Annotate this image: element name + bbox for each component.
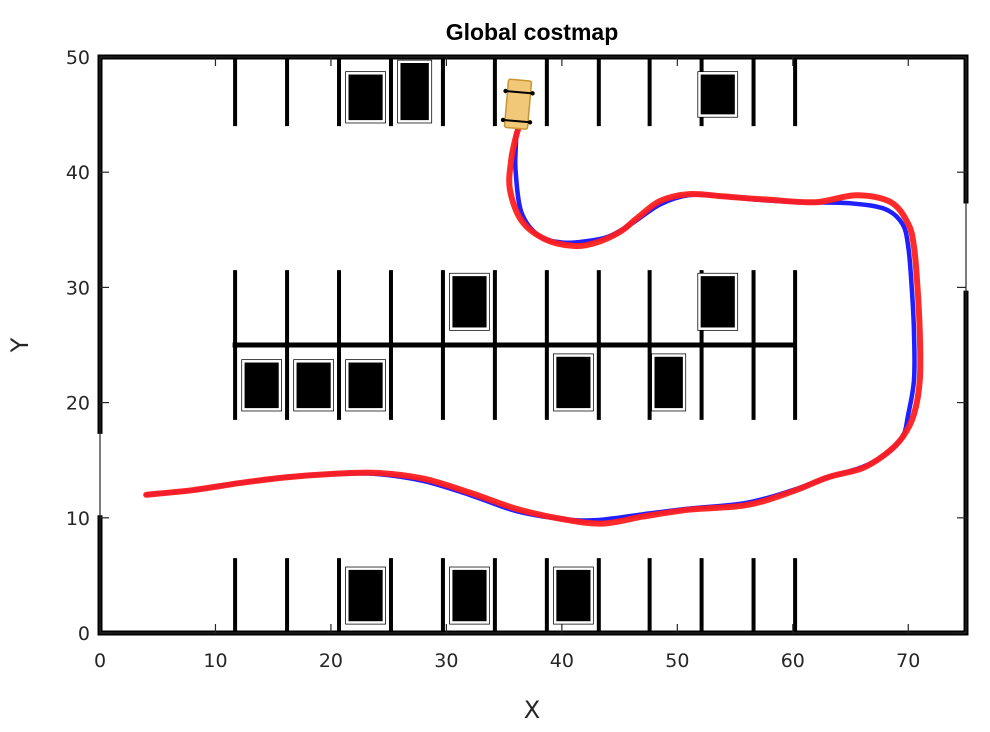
ego-vehicle-axle-1 xyxy=(502,118,531,124)
y-tick-label-50: 50 xyxy=(66,47,90,69)
parked-car-border-2 xyxy=(698,72,738,117)
map-layer xyxy=(97,54,969,636)
parked-car-7 xyxy=(349,363,382,408)
parked-car-9 xyxy=(655,357,683,408)
ego-vehicle-wheel-left-1 xyxy=(500,117,506,123)
x-tick-label-60: 60 xyxy=(781,650,805,672)
x-tick-label-40: 40 xyxy=(550,650,574,672)
parked-car-border-8 xyxy=(553,354,593,411)
ego-vehicle-wheel-right-0 xyxy=(530,91,535,96)
y-tick-label-10: 10 xyxy=(66,508,90,530)
parked-car-border-5 xyxy=(242,360,282,411)
ego-vehicle-wheel-left-0 xyxy=(503,88,508,94)
parked-car-border-9 xyxy=(651,354,686,411)
y-axis-label: Y xyxy=(6,337,34,353)
x-tick-label-50: 50 xyxy=(665,650,689,672)
x-axis-label: X xyxy=(524,696,540,724)
parked-car-0 xyxy=(349,75,382,120)
y-tick-label-0: 0 xyxy=(78,623,90,645)
ego-vehicle-axle-0 xyxy=(505,90,533,95)
x-tick-label-20: 20 xyxy=(319,650,343,672)
x-tick-label-70: 70 xyxy=(896,650,920,672)
parked-car-4 xyxy=(701,276,735,327)
parked-car-11 xyxy=(453,570,486,621)
parked-car-border-4 xyxy=(698,273,738,330)
parked-car-border-1 xyxy=(397,60,432,123)
parked-car-border-10 xyxy=(346,567,386,624)
parked-car-1 xyxy=(401,63,429,120)
planned-path-line xyxy=(143,123,917,523)
parked-car-border-3 xyxy=(449,273,490,330)
x-tick-label-30: 30 xyxy=(434,650,458,672)
executed-path-line xyxy=(143,123,924,527)
parked-car-border-7 xyxy=(346,360,386,411)
parked-car-3 xyxy=(453,276,486,327)
parked-car-8 xyxy=(557,357,590,408)
ego-vehicle xyxy=(500,78,535,130)
chart-title: Global costmap xyxy=(446,19,619,45)
y-tick-label-20: 20 xyxy=(66,393,90,415)
parked-car-6 xyxy=(297,363,330,408)
parked-car-5 xyxy=(245,363,278,408)
parked-car-border-11 xyxy=(449,567,490,624)
parked-car-border-6 xyxy=(294,360,334,411)
y-tick-label-30: 30 xyxy=(66,277,90,299)
path-layer xyxy=(143,123,924,527)
parked-car-border-0 xyxy=(346,72,386,123)
ego-vehicle-wheel-right-1 xyxy=(527,120,533,125)
parked-car-12 xyxy=(557,570,590,621)
x-tick-label-0: 0 xyxy=(94,650,106,672)
parked-car-2 xyxy=(701,75,735,114)
parked-car-10 xyxy=(349,570,382,621)
axes-layer: 0 10 20 30 40 50 60 70 0 10 20 30 40 50 xyxy=(66,47,967,672)
vehicle-layer xyxy=(500,78,535,130)
parked-car-border-12 xyxy=(553,567,593,624)
y-tick-label-40: 40 xyxy=(66,162,90,184)
x-tick-label-10: 10 xyxy=(203,650,227,672)
